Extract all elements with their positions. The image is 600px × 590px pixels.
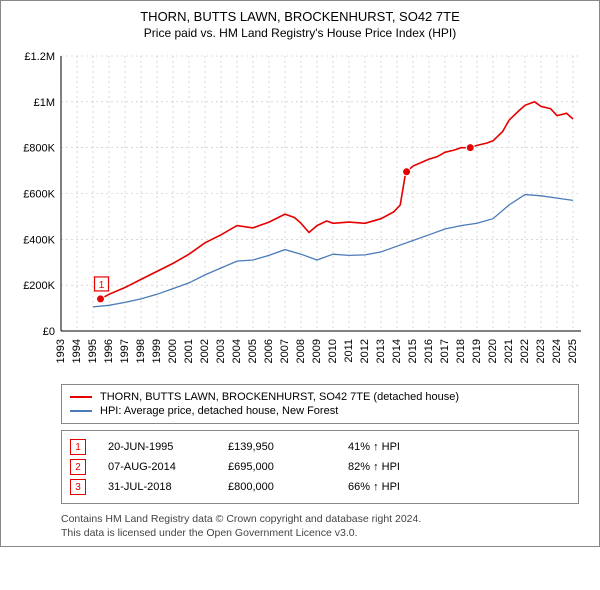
x-tick-label: 2017	[439, 339, 451, 363]
x-tick-label: 2004	[231, 339, 243, 363]
x-tick-label: 2000	[167, 339, 179, 363]
legend-row-0: THORN, BUTTS LAWN, BROCKENHURST, SO42 7T…	[70, 391, 570, 403]
x-tick-label: 2003	[215, 339, 227, 363]
legend-label: THORN, BUTTS LAWN, BROCKENHURST, SO42 7T…	[100, 391, 459, 403]
legend-swatch	[70, 410, 92, 412]
chart-subtitle: Price paid vs. HM Land Registry's House …	[11, 26, 589, 40]
x-tick-label: 2023	[535, 339, 547, 363]
y-tick-label: £200K	[23, 280, 55, 292]
x-tick-label: 1995	[87, 339, 99, 363]
legend-label: HPI: Average price, detached house, New …	[100, 405, 338, 417]
point-badge: 1	[70, 439, 86, 455]
x-tick-label: 2001	[183, 339, 195, 363]
x-tick-label: 2022	[519, 339, 531, 363]
marker-dot-1	[97, 295, 105, 303]
x-tick-label: 2010	[327, 339, 339, 363]
x-tick-label: 2021	[503, 339, 515, 363]
x-tick-label: 2016	[423, 339, 435, 363]
y-tick-label: £400K	[23, 234, 55, 246]
y-tick-label: £800K	[23, 143, 55, 155]
x-tick-label: 2019	[471, 339, 483, 363]
x-tick-label: 2005	[247, 339, 259, 363]
point-badge: 2	[70, 459, 86, 475]
chart-plot-area: £0 £200K £400K £600K £800K £1M £1.2M 1993 1994 19…	[11, 46, 589, 376]
legend-swatch	[70, 396, 92, 398]
point-row-1: 1 20-JUN-1995£139,95041% ↑ HPI	[70, 439, 570, 455]
x-tick-label: 2011	[343, 339, 355, 363]
x-tick-label: 2009	[311, 339, 323, 363]
transactions-table: 1 20-JUN-1995£139,95041% ↑ HPI 2 07-AUG-201…	[61, 430, 579, 504]
series-thorn	[101, 102, 574, 299]
y-tick-label: £1M	[34, 97, 55, 109]
point-price: £139,950	[228, 441, 348, 453]
y-tick-label: £600K	[23, 189, 55, 201]
x-tick-label: 2020	[487, 339, 499, 363]
x-tick-label: 2014	[391, 339, 403, 363]
marker-badge-label-1: 1	[99, 280, 105, 291]
license-line-0: Contains HM Land Registry data © Crown c…	[61, 512, 579, 526]
x-tick-label: 2025	[567, 339, 579, 363]
x-tick-label: 2006	[263, 339, 275, 363]
y-tick-label: £0	[43, 326, 55, 338]
x-tick-label: 1994	[71, 339, 83, 363]
x-tick-label: 2007	[279, 339, 291, 363]
x-tick-label: 2024	[551, 339, 563, 363]
point-row-3: 3 31-JUL-2018£800,00066% ↑ HPI	[70, 479, 570, 495]
y-tick-label: £1.2M	[24, 51, 55, 63]
x-tick-label: 1996	[103, 339, 115, 363]
point-row-2: 2 07-AUG-2014£695,00082% ↑ HPI	[70, 459, 570, 475]
chart-container: THORN, BUTTS LAWN, BROCKENHURST, SO42 7T…	[0, 0, 600, 547]
x-tick-label: 1998	[135, 339, 147, 363]
x-tick-label: 1997	[119, 339, 131, 363]
x-tick-label: 2013	[375, 339, 387, 363]
point-date: 07-AUG-2014	[108, 461, 228, 473]
point-pct: 82% ↑ HPI	[348, 461, 400, 473]
point-pct: 66% ↑ HPI	[348, 481, 400, 493]
marker-dot-2	[403, 168, 411, 176]
x-tick-label: 1999	[151, 339, 163, 363]
x-tick-label: 1993	[55, 339, 67, 363]
license-line-1: This data is licensed under the Open Gov…	[61, 526, 579, 540]
point-date: 31-JUL-2018	[108, 481, 228, 493]
x-tick-label: 2018	[455, 339, 467, 363]
point-date: 20-JUN-1995	[108, 441, 228, 453]
chart-title: THORN, BUTTS LAWN, BROCKENHURST, SO42 7T…	[11, 9, 589, 24]
x-tick-label: 2012	[359, 339, 371, 363]
point-price: £800,000	[228, 481, 348, 493]
chart-svg: £0 £200K £400K £600K £800K £1M £1.2M 1993 1994 19…	[11, 46, 589, 376]
point-pct: 41% ↑ HPI	[348, 441, 400, 453]
x-tick-label: 2002	[199, 339, 211, 363]
legend: THORN, BUTTS LAWN, BROCKENHURST, SO42 7T…	[61, 384, 579, 424]
x-tick-label: 2015	[407, 339, 419, 363]
legend-row-1: HPI: Average price, detached house, New …	[70, 405, 570, 417]
point-badge: 3	[70, 479, 86, 495]
marker-dot-3	[466, 144, 474, 152]
license-text: Contains HM Land Registry data © Crown c…	[61, 512, 579, 540]
x-tick-label: 2008	[295, 339, 307, 363]
point-price: £695,000	[228, 461, 348, 473]
